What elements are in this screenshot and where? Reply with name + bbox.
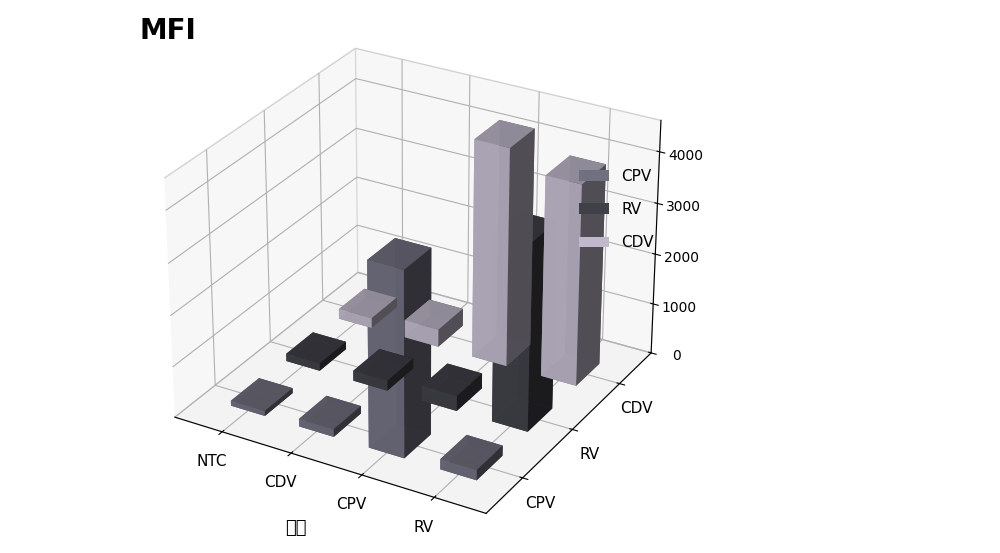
Legend: CPV, RV, CDV: CPV, RV, CDV	[572, 163, 660, 257]
Text: MFI: MFI	[139, 17, 196, 45]
X-axis label: 三重: 三重	[286, 519, 307, 537]
